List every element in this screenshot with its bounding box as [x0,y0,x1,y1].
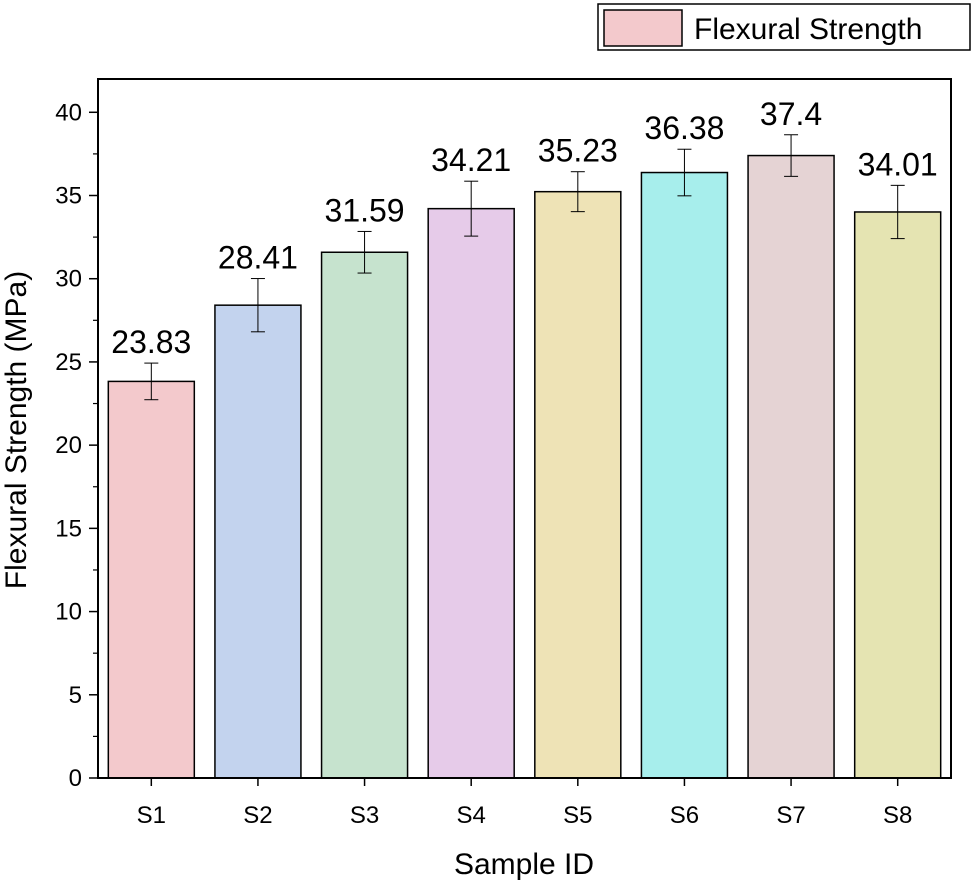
x-axis-title: Sample ID [454,848,594,881]
axes [97,78,952,779]
bar-s3 [320,251,409,779]
x-tick-label-s8: S8 [883,802,912,829]
bar-s8 [853,211,942,779]
x-tick-label-s4: S4 [457,802,486,829]
x-tick-label-s1: S1 [137,802,166,829]
y-tick-label-5: 5 [69,682,82,709]
legend-label: Flexural Strength [694,13,922,46]
data-label-s3: 31.59 [325,192,405,228]
y-tick-label-40: 40 [55,99,82,126]
y-tick-label-0: 0 [69,765,82,792]
data-labels-group: 23.83 28.41 31.59 34.21 35.23 36.38 37.4 34.01 [111,96,937,360]
bar-s4 [427,207,515,779]
x-axis-ticks: S1 S2 S3 S4 S5 S6 S7 S8 [137,778,912,829]
y-tick-label-10: 10 [55,599,82,626]
bar-s5 [534,190,622,779]
x-tick-label-s7: S7 [776,802,805,829]
data-label-s7: 37.4 [760,96,822,132]
bar-s7 [747,154,835,779]
y-axis-ticks: 0 5 10 15 20 25 30 35 40 [55,99,98,792]
y-tick-label-20: 20 [55,432,82,459]
y-tick-label-35: 35 [55,183,82,210]
legend-swatch [603,9,683,47]
data-label-s5: 35.23 [538,133,618,169]
y-tick-label-30: 30 [55,266,82,293]
data-label-s4: 34.21 [431,142,511,178]
bars-group [107,154,942,779]
y-axis-title: Flexural Strength (MPa) [0,271,33,589]
x-tick-label-s3: S3 [350,802,379,829]
legend: Flexural Strength [597,3,971,51]
plot-frame [97,78,952,779]
bar-s2 [214,304,302,779]
data-label-s2: 28.41 [218,240,298,276]
x-tick-label-s2: S2 [243,802,272,829]
y-tick-label-15: 15 [55,515,82,542]
error-bars-group [144,134,905,401]
data-label-s8: 34.01 [858,146,938,182]
data-label-s1: 23.83 [111,324,191,360]
bar-s1 [107,380,196,779]
bar-s6 [640,171,729,779]
y-tick-label-25: 25 [55,349,82,376]
x-tick-label-s6: S6 [670,802,699,829]
x-tick-label-s5: S5 [563,802,592,829]
data-label-s6: 36.38 [644,110,724,146]
